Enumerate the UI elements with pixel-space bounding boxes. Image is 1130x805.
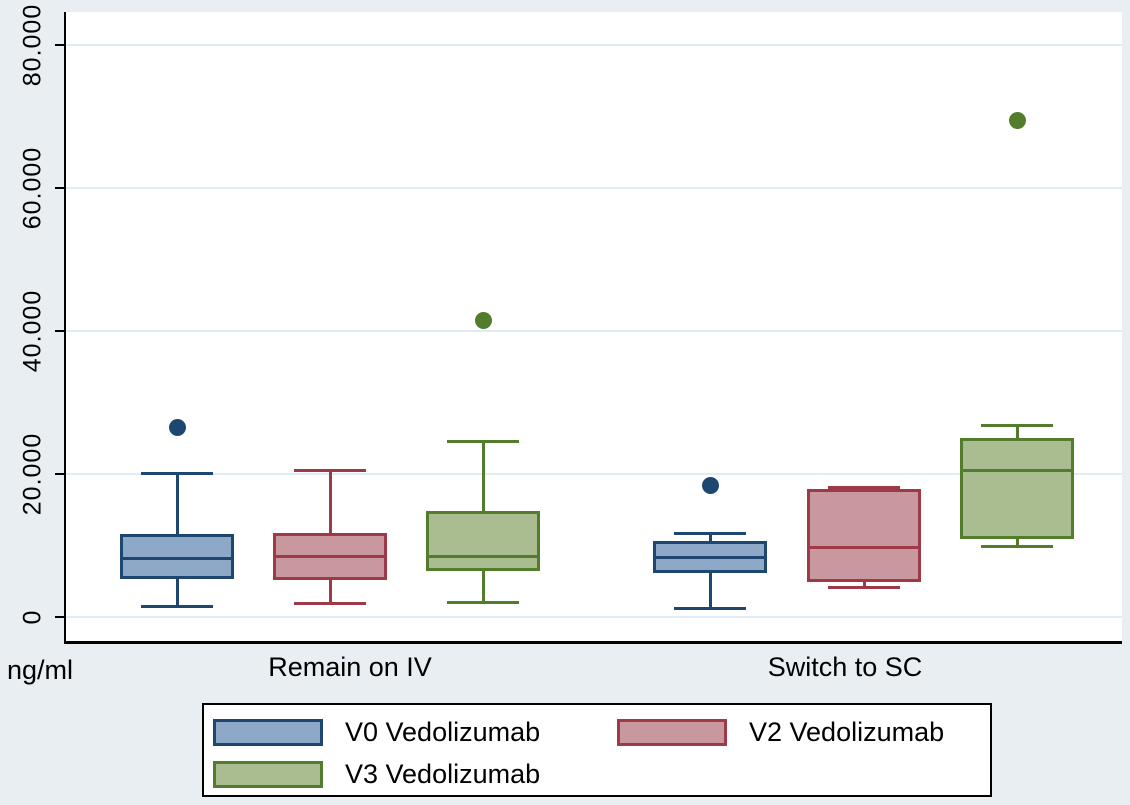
boxplot-median [273,554,387,558]
boxplot-outlier-dot [474,311,492,329]
y-axis-tick [55,329,65,332]
y-axis-line [64,12,66,643]
x-axis-label-remain-on-iv: Remain on IV [268,652,432,682]
y-axis-tick-label: 20.000 [18,432,47,515]
y-axis-tick-label: 0 [18,609,47,624]
y-axis-tick [55,186,65,189]
y-axis-tick [55,472,65,475]
gridline [66,44,1122,46]
boxplot-whisker-cap-high [981,423,1053,427]
legend-swatch-v3 [213,761,323,788]
x-axis-label-switch-to-sc: Switch to SC [767,652,923,682]
boxplot-median [807,545,921,549]
boxplot-whisker-cap-high [141,472,213,476]
gridline [66,186,1122,189]
boxplot-whisker-cap-high [828,485,900,489]
legend-item-v0: V0 Vedolizumab [213,718,540,747]
boxplot-box [426,511,540,572]
boxplot-box [807,489,921,583]
legend-label-v0: V0 Vedolizumab [345,717,541,747]
legend-box: V0 Vedolizumab V2 Vedolizumab V3 Vedoliz… [202,703,992,797]
y-axis-tick [55,44,65,46]
boxplot-median [960,469,1074,473]
legend-swatch-v0 [213,719,323,746]
boxplot-whisker-cap-low [981,544,1053,548]
gridline [66,472,1122,475]
boxplot-box [960,437,1074,539]
boxplot-median [653,555,767,559]
legend-item-v3: V3 Vedolizumab [213,760,540,789]
gridline [66,615,1122,618]
boxplot-box [120,533,234,580]
legend-swatch-v2 [617,719,727,746]
boxplot-whisker-cap-low [828,586,900,590]
boxplot-whisker-cap-high [447,439,519,443]
gridline [66,329,1122,332]
boxplot-outlier-dot [1008,111,1026,129]
boxplot-whisker-cap-high [294,468,366,472]
y-axis-tick-label: 80.000 [18,3,47,87]
boxplot-whisker-cap-low [674,607,746,611]
y-axis-tick [55,615,65,618]
boxplot-whisker-cap-low [294,602,366,606]
boxplot-median [426,554,540,558]
y-axis-unit-label: ng/ml [7,655,74,685]
legend-label-v3: V3 Vedolizumab [345,759,541,789]
x-axis-line [64,641,1122,644]
boxplot-outlier-dot [168,418,186,436]
y-axis-tick-label: 60.000 [18,146,47,230]
boxplot-outlier-dot [701,476,719,494]
boxplot-whisker-cap-low [447,601,519,605]
plot-area [66,12,1122,642]
legend-label-v2: V2 Vedolizumab [749,717,945,747]
boxplot-median [120,557,234,561]
boxplot-whisker-cap-low [141,604,213,608]
y-axis-tick-label: 40.000 [18,289,47,372]
boxplot-whisker-cap-high [674,532,746,536]
legend-item-v2: V2 Vedolizumab [617,718,944,747]
